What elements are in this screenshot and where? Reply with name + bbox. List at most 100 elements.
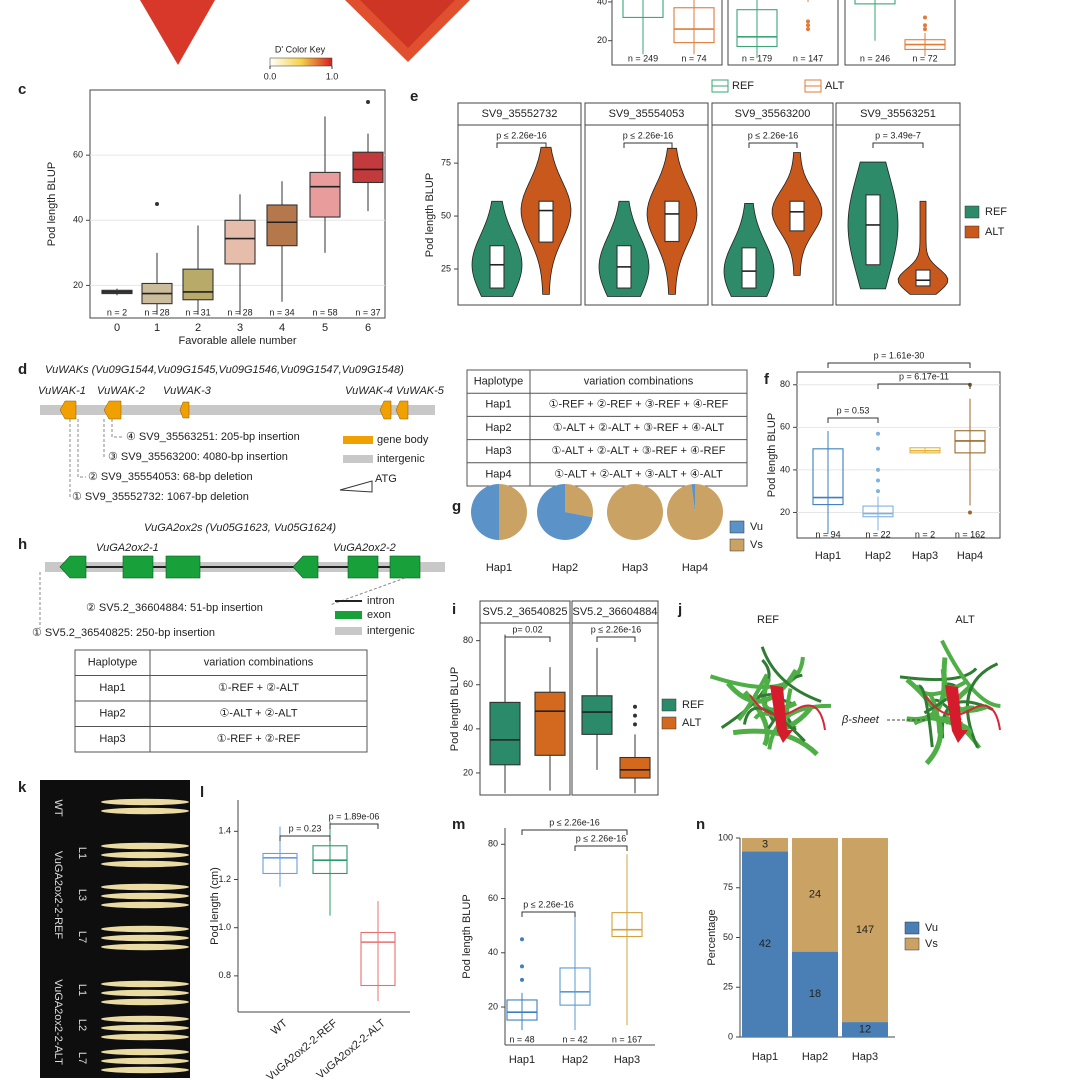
legend-label: exon bbox=[367, 609, 391, 621]
gene-label: VuGA2ox2-2 bbox=[333, 542, 396, 554]
legend-key bbox=[964, 225, 980, 239]
y-tick-label: 40 bbox=[597, 0, 607, 6]
outlier bbox=[806, 23, 810, 28]
y-tick-label: 50 bbox=[723, 932, 733, 942]
box bbox=[673, 7, 715, 44]
y-tick-label: 25 bbox=[723, 982, 733, 992]
box bbox=[224, 219, 256, 265]
significance-bracket bbox=[329, 823, 379, 829]
y-tick-label: 0 bbox=[728, 1031, 733, 1041]
violin bbox=[897, 200, 949, 295]
panel-label: l bbox=[200, 784, 204, 801]
significance-bracket bbox=[279, 835, 331, 841]
legend-label: ALT bbox=[825, 80, 845, 92]
legend-swatch bbox=[343, 436, 373, 444]
photo-label: L3 bbox=[76, 889, 88, 901]
legend-key bbox=[904, 937, 920, 951]
y-tick-label: 1.2 bbox=[218, 874, 231, 884]
photo-label: L7 bbox=[76, 1052, 88, 1064]
p-value: p = 6.17e-11 bbox=[899, 371, 949, 381]
outlier bbox=[876, 446, 880, 451]
legend-label: Vs bbox=[750, 539, 763, 551]
n-label: n = 58 bbox=[312, 307, 337, 317]
y-tick-label: 60 bbox=[780, 422, 790, 432]
ribbon bbox=[770, 704, 815, 737]
plot-frame bbox=[89, 89, 386, 319]
photo-label: VuGA2ox2-2-ALT bbox=[52, 979, 64, 1065]
table-cell: Hap1 bbox=[485, 399, 511, 411]
n-label: n = 48 bbox=[509, 1034, 534, 1044]
box bbox=[789, 200, 805, 232]
legend-label: intergenic bbox=[367, 625, 415, 637]
p-value: p = 0.53 bbox=[837, 405, 870, 415]
photo-label: WT bbox=[52, 799, 64, 816]
pie-slice bbox=[471, 484, 499, 540]
pie-label: Hap4 bbox=[682, 562, 708, 574]
x-axis-label: Favorable allele number bbox=[178, 335, 296, 347]
outlier bbox=[633, 713, 637, 718]
table-cell: Hap4 bbox=[485, 468, 511, 480]
box bbox=[506, 999, 538, 1021]
facet-strip bbox=[571, 600, 659, 624]
x-tick-label: Hap1 bbox=[815, 550, 841, 562]
n-label: n = 42 bbox=[562, 1034, 587, 1044]
box bbox=[534, 691, 566, 756]
panel-frame bbox=[844, 0, 956, 66]
panel-label: j bbox=[677, 601, 682, 618]
legend-key bbox=[729, 538, 745, 552]
x-tick-label: Hap2 bbox=[865, 550, 891, 562]
x-tick-label: 6 bbox=[365, 322, 371, 334]
significance-bracket bbox=[574, 845, 628, 851]
variant-label: ① SV5.2_36540825: 250-bp insertion bbox=[32, 627, 215, 639]
pod bbox=[101, 925, 189, 933]
facet-p-value: p ≤ 2.26e-16 bbox=[591, 624, 641, 634]
box bbox=[664, 200, 680, 243]
structure-label: ALT bbox=[955, 614, 975, 626]
box bbox=[352, 151, 384, 184]
panel-label: g bbox=[452, 498, 461, 515]
outlier bbox=[876, 431, 880, 436]
table-cell: variation combinations bbox=[204, 657, 314, 669]
box bbox=[741, 247, 757, 289]
y-axis-label: Pod length BLUP bbox=[766, 413, 778, 497]
x-tick-label: Hap1 bbox=[509, 1054, 535, 1066]
legend-label: gene body bbox=[377, 434, 429, 446]
legend-key bbox=[661, 716, 677, 730]
table-cell: Hap2 bbox=[485, 422, 511, 434]
x-tick-label: Hap2 bbox=[562, 1054, 588, 1066]
pod bbox=[101, 842, 189, 850]
box bbox=[611, 912, 643, 938]
box bbox=[266, 204, 298, 247]
count-label: 42 bbox=[759, 938, 771, 950]
y-axis-label: Pod length BLUP bbox=[46, 162, 58, 246]
y-axis-label: Pod length BLUP bbox=[424, 173, 436, 257]
protein-structures bbox=[709, 639, 1001, 766]
atg-symbol bbox=[339, 480, 373, 493]
ld-heatmap bbox=[140, 0, 215, 65]
color-key-bar bbox=[269, 57, 333, 67]
outlier bbox=[806, 27, 810, 32]
gene bbox=[379, 400, 392, 420]
facet-title: SV9_35563200 bbox=[735, 108, 811, 120]
structure-label: β-sheet bbox=[841, 714, 880, 726]
ribbon bbox=[940, 639, 1001, 708]
facet-title: SV5.2_36540825 bbox=[482, 606, 567, 618]
variant-label: ② SV9_35554053: 68-bp deletion bbox=[88, 471, 253, 483]
pod bbox=[101, 1048, 189, 1056]
gene bbox=[59, 400, 77, 420]
table-cell: ①-ALT + ②-ALT + ③-ALT + ④-ALT bbox=[554, 468, 723, 480]
table-cell: Hap1 bbox=[99, 682, 125, 694]
outlier bbox=[155, 202, 159, 206]
table-cell: ①-REF + ②-REF + ③-REF + ④-REF bbox=[549, 399, 729, 411]
pod bbox=[101, 1033, 189, 1041]
x-tick-label: Hap2 bbox=[802, 1051, 828, 1063]
outlier bbox=[923, 15, 927, 20]
p-value: p ≤ 2.26e-16 bbox=[549, 817, 599, 827]
box bbox=[489, 245, 505, 289]
plot-frame bbox=[796, 371, 1001, 539]
box bbox=[360, 931, 396, 987]
legend-label: ATG bbox=[375, 473, 397, 485]
color-key-label: 1.0 bbox=[326, 71, 339, 81]
locus-title: VuWAKs (Vu09G1544,Vu09G1545,Vu09G1546,Vu… bbox=[45, 364, 404, 376]
